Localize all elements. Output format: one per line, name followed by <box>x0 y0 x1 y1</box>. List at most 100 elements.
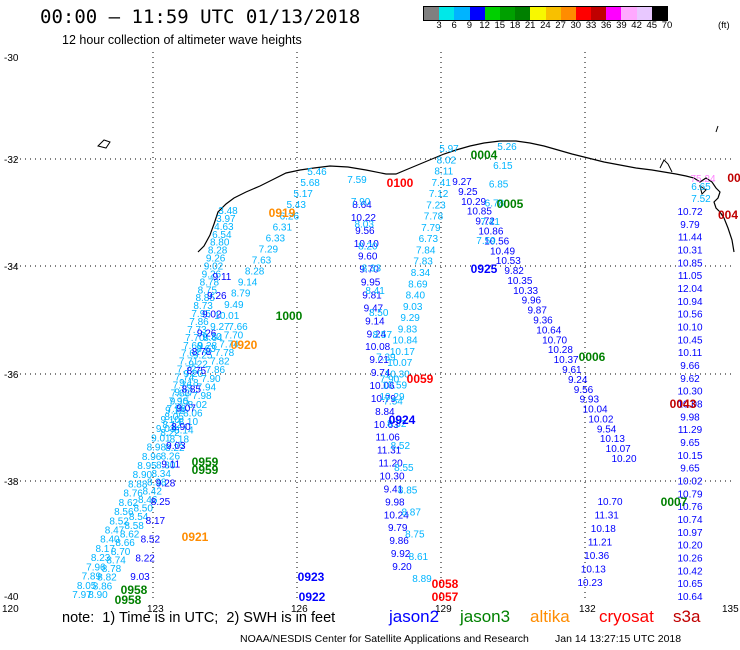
wave-height-value: 9.36 <box>533 316 553 327</box>
wave-height-value: 8.80 <box>210 238 230 249</box>
colorbar-label: 33 <box>585 20 597 31</box>
legend-item: jason2 <box>389 607 440 626</box>
wave-height-value: 8.23 <box>91 553 111 564</box>
colorbar-label: 42 <box>631 20 642 31</box>
wave-height-value: 7.74 <box>219 339 239 350</box>
wave-height-value: 7.70 <box>185 333 205 344</box>
colorbar-label: 12 <box>479 20 490 31</box>
pass-time-label: 0959 <box>192 463 219 477</box>
colorbar-swatch <box>454 7 470 20</box>
wave-height-value: 10.10 <box>677 323 702 334</box>
wave-height-value: 7.78 <box>424 212 444 223</box>
wave-height-value: 10.64 <box>677 592 702 603</box>
wave-height-value: 8.62 <box>120 530 140 541</box>
wave-height-value: 8.14 <box>174 426 194 437</box>
coastline-islet-west <box>97 139 111 149</box>
colorbar-swatch <box>469 7 485 20</box>
pass-time-label: 0100 <box>387 176 414 190</box>
footer-note: note: 1) Time is in UTC; 2) SWH is in fe… <box>62 610 336 626</box>
wave-height-value: 10.01 <box>214 311 239 322</box>
colorbar-label: 15 <box>494 20 506 31</box>
wave-height-value: 10.23 <box>577 578 602 589</box>
wave-height-value: 9.20 <box>184 369 204 380</box>
coastline <box>197 140 735 253</box>
wave-height-value: 8.96 <box>142 452 162 463</box>
wave-height-value: 10.10 <box>354 239 379 250</box>
wave-height-value: 9.20 <box>392 562 412 573</box>
wave-height-value: 8.17 <box>95 544 115 555</box>
wave-height-value: 8.33 <box>362 264 382 275</box>
wave-height-value: 9.25 <box>458 187 478 198</box>
wave-height-value: 10.74 <box>677 515 702 526</box>
lat-lon-grid <box>10 52 732 598</box>
wave-height-value: 7.29 <box>259 244 279 255</box>
wave-height-value: 8.28 <box>245 267 265 278</box>
colorbar-swatch <box>636 7 652 20</box>
colorbar-swatch <box>621 7 637 20</box>
wave-height-value: 8.66 <box>115 538 135 549</box>
wave-height-value: 8.75 <box>198 285 218 296</box>
wave-height-value: 6.78 <box>485 198 505 209</box>
wave-height-value: 10.06 <box>369 381 394 392</box>
wave-height-value: 9.60 <box>358 252 378 263</box>
coastline-islet-east <box>699 184 707 195</box>
wave-height-value: 10.30 <box>385 370 410 381</box>
colorbar-swatch <box>499 7 516 20</box>
wave-height-value: 9.29 <box>400 313 420 324</box>
wave-height-value: 10.37 <box>554 355 579 366</box>
pass-time-label: 0919 <box>269 206 296 220</box>
lon-label: 135 <box>722 604 739 615</box>
wave-height-value: 10.22 <box>351 213 376 224</box>
lat-label: -32 <box>4 155 19 166</box>
wave-height-value: 7.82 <box>210 357 230 368</box>
wave-height-value: 7.72 <box>177 365 197 376</box>
lat-label: -30 <box>4 53 19 64</box>
lon-label: 129 <box>435 604 452 615</box>
wave-height-value: 9.74 <box>371 368 391 379</box>
wave-height-value: 9.03 <box>403 302 423 313</box>
wave-height-value: 8.58 <box>124 521 144 532</box>
wave-height-value: 10.24 <box>384 510 409 521</box>
wave-height-value: 9.65 <box>680 438 700 449</box>
wave-height-value: 7.98 <box>166 404 186 415</box>
wave-height-value: 8.75 <box>405 530 425 541</box>
wave-height-value: 3.97 <box>216 214 236 225</box>
wave-height-value: 8.85 <box>182 385 202 396</box>
wave-height-value: 10.86 <box>478 227 503 238</box>
wave-height-value: 9.56 <box>355 226 375 237</box>
wave-height-value: 7.90 <box>380 375 400 386</box>
wave-height-value: 10.08 <box>677 400 702 411</box>
wave-height-value: 9.54 <box>597 424 617 435</box>
wave-height-value: 10.76 <box>677 502 702 513</box>
pass-time-label: 004 <box>718 208 738 222</box>
wave-height-value: 8.78 <box>200 277 220 288</box>
wave-height-value: 8.79 <box>231 289 251 300</box>
pass-time-label: 0007 <box>661 495 688 509</box>
wave-height-value: 8.85 <box>195 293 215 304</box>
wave-height-value: 5.43 <box>286 200 306 211</box>
colorbar-label: 36 <box>600 20 612 31</box>
wave-height-value: 9.18 <box>179 378 199 389</box>
wave-height-value: 8.98 <box>147 443 167 454</box>
wave-height-value: 9.26 <box>197 328 217 339</box>
wave-height-value: 10.29 <box>379 392 404 403</box>
colorbar-swatch <box>560 7 576 20</box>
pass-time-label: 0005 <box>497 197 524 211</box>
wave-height-value: 10.94 <box>677 297 702 308</box>
colorbar-label: 24 <box>540 20 551 31</box>
lon-label: 126 <box>291 604 308 615</box>
colorbar-swatch <box>575 7 592 20</box>
wave-height-value: 8.02 <box>188 400 208 411</box>
wave-height-value: 10.33 <box>513 286 538 297</box>
wave-height-value: 7.23 <box>426 200 446 211</box>
wave-height-value: 9.47 <box>364 303 384 314</box>
wave-height-value: 9.56 <box>574 385 594 396</box>
wave-height-value: 7.89 <box>82 572 102 583</box>
colorbar-swatch <box>484 7 500 20</box>
wave-height-value: 8.06 <box>183 409 203 420</box>
colorbar-swatch <box>606 7 622 20</box>
wave-height-value: 9.11 <box>213 272 232 283</box>
wave-height-value: 10.30 <box>379 472 404 483</box>
colorbar <box>423 6 668 21</box>
wave-height-value: 10.35 <box>507 276 532 287</box>
